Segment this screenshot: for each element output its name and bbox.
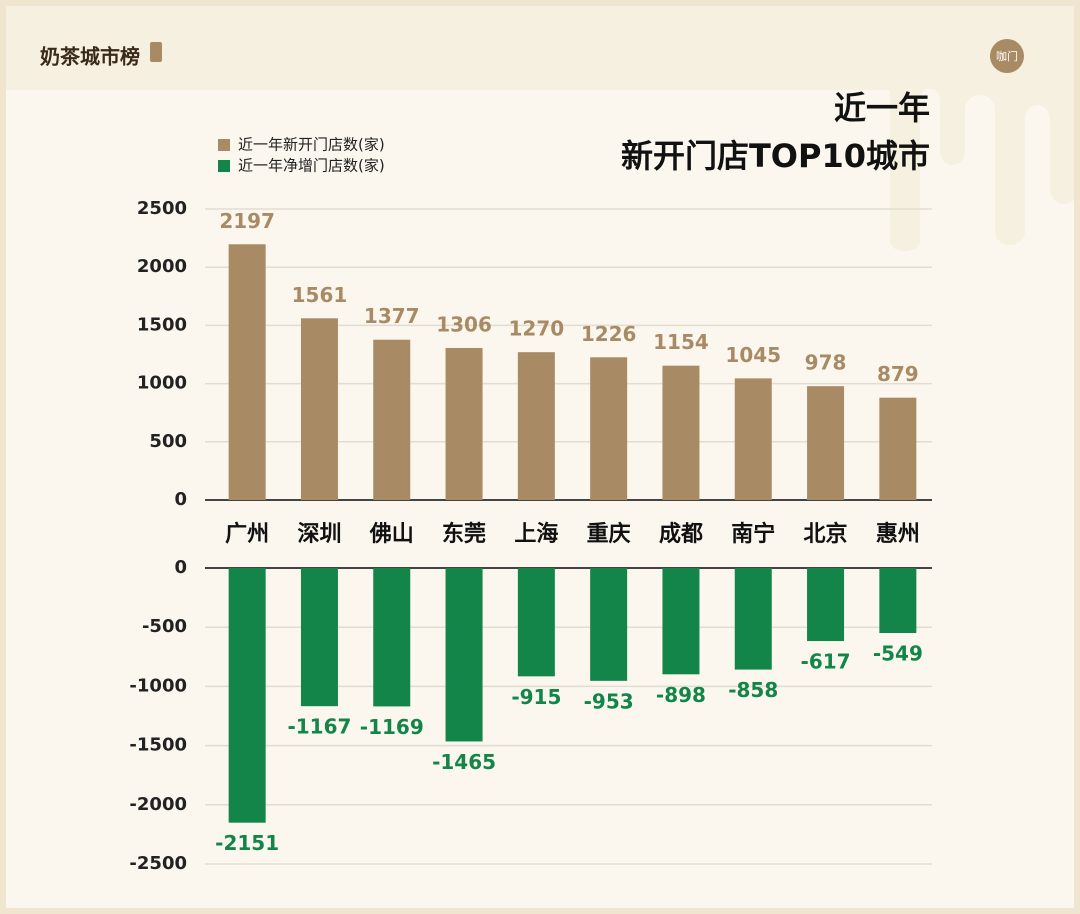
bar <box>590 568 628 681</box>
y-tick-label: 1000 <box>137 373 187 394</box>
y-tick-label: 0 <box>174 557 187 578</box>
legend-swatch <box>218 139 230 151</box>
legend-swatch <box>218 160 230 172</box>
value-label: 1306 <box>436 312 492 336</box>
bar <box>517 352 555 500</box>
y-tick-label: 0 <box>174 489 187 510</box>
bar <box>590 357 628 500</box>
bar <box>228 244 266 500</box>
y-tick-label: 500 <box>149 431 187 452</box>
value-label: -1465 <box>432 750 496 774</box>
y-tick-label: -2000 <box>129 794 187 815</box>
x-tick-label: 重庆 <box>587 521 631 547</box>
y-tick-label: -500 <box>142 616 187 637</box>
value-label: 1377 <box>364 304 420 328</box>
y-tick-label: 2000 <box>137 256 187 277</box>
y-tick-label: 2500 <box>137 198 187 219</box>
x-tick-label: 北京 <box>804 521 848 547</box>
value-label: -915 <box>511 685 561 709</box>
bar <box>373 339 411 500</box>
x-tick-label: 成都 <box>659 522 703 547</box>
x-tick-label: 东莞 <box>442 521 486 547</box>
value-label: 1045 <box>725 343 781 367</box>
drip-decoration <box>6 6 1074 252</box>
logo: 咖门 <box>996 49 1018 63</box>
value-label: 1561 <box>292 283 348 307</box>
cup-icon <box>150 42 162 62</box>
value-label: 1270 <box>509 317 565 341</box>
legend: 近一年新开门店数(家) 近一年净增门店数(家) <box>218 136 385 175</box>
logo-circle <box>990 39 1024 73</box>
bar <box>662 365 700 500</box>
bar <box>807 568 845 642</box>
brand: 奶茶城市榜 <box>40 45 140 69</box>
value-label: -858 <box>728 678 778 702</box>
bar <box>734 378 772 500</box>
chart-subtitle: 新开门店TOP10城市 <box>621 137 930 175</box>
bar <box>879 568 917 634</box>
bar <box>734 568 772 670</box>
value-label: -1169 <box>360 715 424 739</box>
bar <box>517 568 555 677</box>
value-label: -1167 <box>287 715 351 739</box>
value-label: 2197 <box>219 209 275 233</box>
legend-label: 近一年净增门店数(家) <box>238 157 385 175</box>
value-label: 1226 <box>581 322 637 346</box>
bar <box>300 568 338 707</box>
x-tick-label: 上海 <box>514 521 558 547</box>
x-tick-label: 佛山 <box>369 522 414 547</box>
bar <box>373 568 411 707</box>
x-tick-label: 广州 <box>225 521 269 547</box>
x-tick-label: 南宁 <box>731 521 775 547</box>
value-label: 978 <box>805 351 847 375</box>
value-label: 879 <box>877 362 919 386</box>
bar <box>445 347 483 500</box>
bar <box>807 386 845 500</box>
value-label: -617 <box>801 650 851 674</box>
value-label: -2151 <box>215 831 279 855</box>
chart-title: 近一年 <box>834 89 930 127</box>
y-tick-label: -1500 <box>129 735 187 756</box>
y-tick-label: -1000 <box>129 675 187 696</box>
value-label: -549 <box>873 642 923 666</box>
legend-label: 近一年新开门店数(家) <box>238 136 385 154</box>
x-tick-label: 深圳 <box>297 522 341 547</box>
bar <box>445 568 483 742</box>
bar <box>879 397 917 500</box>
x-tick-label: 惠州 <box>876 522 920 547</box>
bar <box>228 568 266 823</box>
bar <box>662 568 700 675</box>
y-tick-label: -2500 <box>129 853 187 874</box>
bar <box>300 318 338 500</box>
value-label: -953 <box>584 689 634 713</box>
y-tick-label: 1500 <box>137 314 187 335</box>
value-label: -898 <box>656 683 706 707</box>
value-label: 1154 <box>653 330 709 354</box>
